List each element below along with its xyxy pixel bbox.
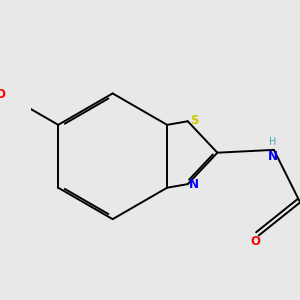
Text: O: O: [0, 88, 6, 101]
Text: H: H: [269, 137, 277, 147]
Text: N: N: [268, 150, 278, 163]
Text: O: O: [250, 235, 260, 248]
Text: S: S: [190, 114, 198, 127]
Text: N: N: [189, 178, 199, 191]
